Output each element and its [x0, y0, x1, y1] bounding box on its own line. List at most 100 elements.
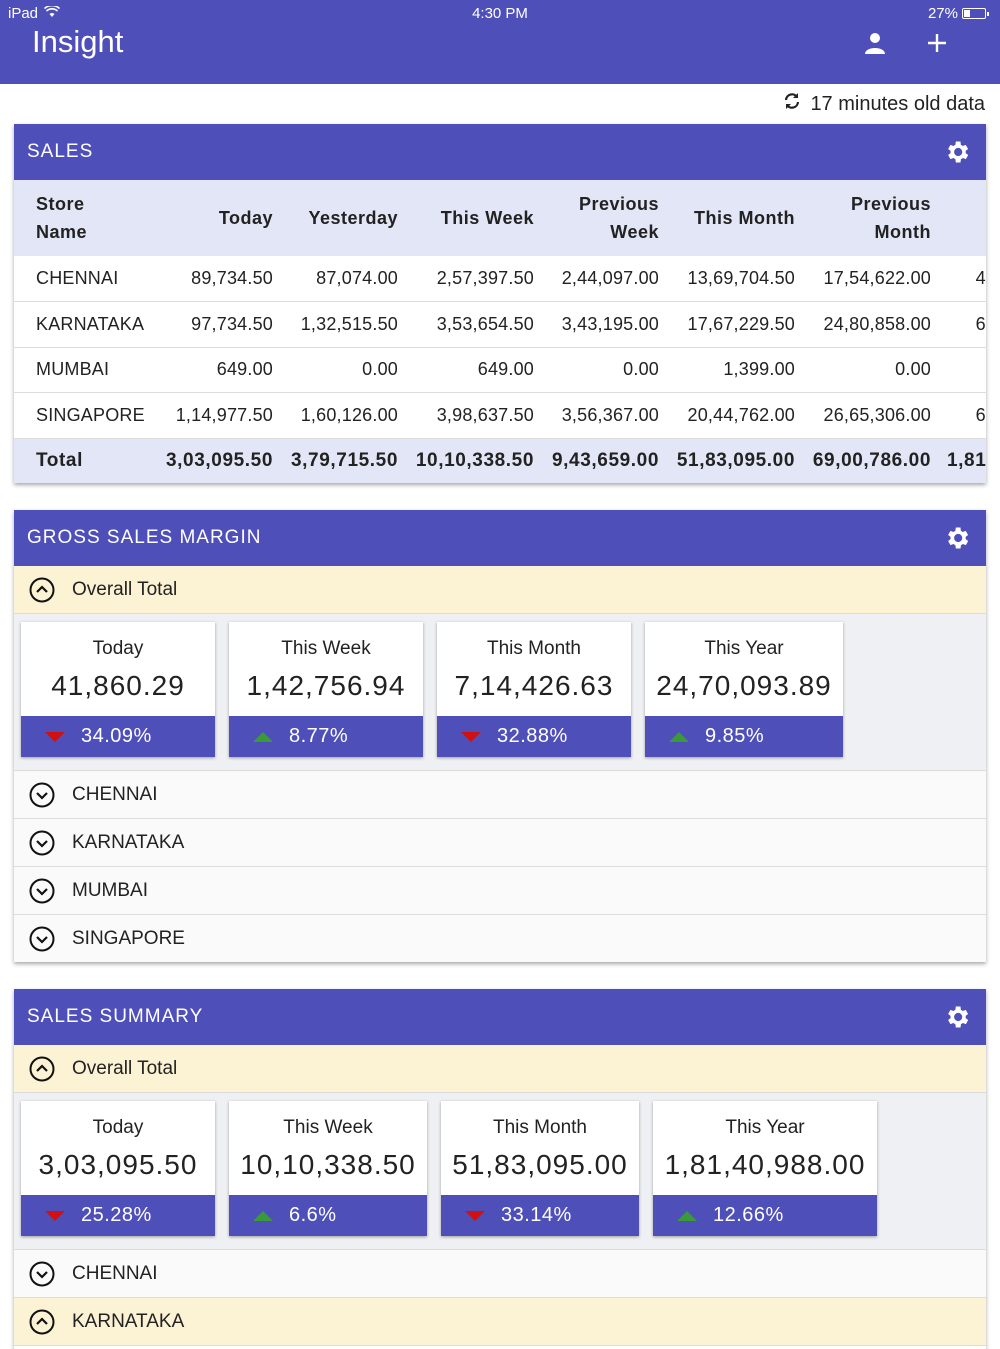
column-header-line: Name [36, 222, 88, 242]
column-header-line: Today [218, 208, 273, 228]
total-value: 9,43,659.00 [542, 438, 667, 483]
value-cell: 1,60,126.00 [281, 392, 406, 439]
sales-card: SALES Store Name Today Yesterday This Week Pr… [14, 124, 986, 483]
refresh-icon[interactable] [782, 91, 802, 117]
card-title: SALES SUMMARY [27, 1006, 204, 1027]
status-bar-right: 27% [928, 5, 989, 22]
tile-label: This Year [704, 638, 784, 659]
overall-total-row[interactable]: Overall Total [14, 566, 986, 614]
table-row[interactable]: KARNATAKA 97,734.50 1,32,515.50 3,53,654.50… [14, 301, 986, 348]
value-cell: 17,67,229.50 [667, 301, 803, 348]
tile-change: 33.14% [441, 1195, 639, 1236]
tile-change: 9.85% [645, 716, 843, 757]
total-row: Total 3,03,095.50 3,79,715.50 10,10,338.50 9… [14, 438, 986, 483]
group-row-karnataka[interactable]: KARNATAKA [14, 819, 986, 867]
gear-icon[interactable] [942, 523, 972, 553]
chevron-down-icon[interactable] [28, 781, 56, 809]
gross-margin-card-header: GROSS SALES MARGIN [14, 510, 986, 566]
table-row[interactable]: CHENNAI 89,734.50 87,074.00 2,57,397.50 2,44… [14, 256, 986, 302]
total-value: 3,03,095.50 [156, 438, 281, 483]
trend-up-icon [669, 731, 689, 742]
chevron-down-icon[interactable] [28, 1260, 56, 1288]
column-header[interactable]: Yesterday [281, 180, 406, 256]
trend-down-icon [45, 1210, 65, 1221]
kpi-tiles: Today 3,03,095.50 25.28% This Week 10,10,338… [14, 1093, 986, 1250]
column-header[interactable]: This Week [406, 180, 542, 256]
store-name-cell: MUMBAI [14, 347, 156, 393]
sales-summary-card: SALES SUMMARY Overall Total Today 3,03,09… [14, 989, 986, 1349]
trend-down-icon [45, 731, 65, 742]
tile-value: 24,70,093.89 [656, 670, 832, 701]
tile-value: 1,42,756.94 [246, 670, 406, 701]
value-cell: 97,734.50 [156, 301, 281, 348]
column-header[interactable]: Store Name [14, 180, 156, 256]
column-header[interactable]: · [939, 180, 986, 256]
tile-label: This Week [281, 638, 371, 659]
store-name-cell: CHENNAI [14, 256, 156, 302]
group-label: KARNATAKA [72, 1310, 185, 1332]
plus-icon[interactable] [922, 28, 952, 58]
total-value: 10,10,338.50 [406, 438, 542, 483]
chevron-up-icon[interactable] [28, 1308, 56, 1336]
trend-up-icon [253, 1210, 273, 1221]
value-cell: 3,98,637.50 [406, 392, 542, 439]
kpi-tile[interactable]: This Month 51,83,095.00 33.14% [441, 1101, 639, 1236]
value-cell: 1,14,977.50 [156, 392, 281, 439]
group-row-karnataka[interactable]: KARNATAKA [14, 1298, 986, 1346]
kpi-tile[interactable]: This Week 1,42,756.94 8.77% [229, 622, 423, 757]
column-header-line: · [947, 204, 986, 232]
user-icon[interactable] [860, 28, 890, 58]
chevron-up-icon[interactable] [28, 1055, 56, 1083]
value-cell: 649.00 [406, 347, 542, 393]
chevron-down-icon[interactable] [28, 877, 56, 905]
kpi-tile[interactable]: This Year 1,81,40,988.00 12.66% [653, 1101, 877, 1236]
gear-icon[interactable] [942, 1002, 972, 1032]
value-cell: 3,53,654.50 [406, 301, 542, 348]
kpi-tile[interactable]: Today 41,860.29 34.09% [21, 622, 215, 757]
tile-label: This Week [283, 1117, 373, 1138]
column-header[interactable]: This Month [667, 180, 803, 256]
group-row-chennai[interactable]: CHENNAI [14, 771, 986, 819]
card-title: GROSS SALES MARGIN [27, 527, 262, 548]
kpi-tile[interactable]: This Month 7,14,426.63 32.88% [437, 622, 631, 757]
gear-icon[interactable] [942, 137, 972, 167]
tile-label: Today [92, 638, 144, 659]
chevron-down-icon[interactable] [28, 829, 56, 857]
value-cell: 0.00 [281, 347, 406, 393]
tile-value: 10,10,338.50 [240, 1149, 416, 1180]
column-header[interactable]: Previous Month [803, 180, 939, 256]
change-percent: 8.77% [289, 725, 349, 747]
group-row-mumbai[interactable]: MUMBAI [14, 867, 986, 915]
change-percent: 33.14% [501, 1204, 572, 1226]
data-freshness[interactable]: 17 minutes old data [782, 90, 985, 118]
column-header-line: This Month [694, 208, 795, 228]
tile-value: 51,83,095.00 [452, 1149, 628, 1180]
group-row-chennai[interactable]: CHENNAI [14, 1250, 986, 1298]
kpi-tile[interactable]: Today 3,03,095.50 25.28% [21, 1101, 215, 1236]
column-header[interactable]: Previous Week [542, 180, 667, 256]
group-label: CHENNAI [72, 783, 158, 805]
chevron-down-icon[interactable] [28, 925, 56, 953]
chevron-up-icon[interactable] [28, 576, 56, 604]
overall-total-label: Overall Total [72, 1057, 178, 1079]
group-row-singapore[interactable]: SINGAPORE [14, 915, 986, 962]
total-value: 69,00,786.00 [803, 438, 939, 483]
overall-total-row[interactable]: Overall Total [14, 1045, 986, 1093]
total-value: 1,81,4 [939, 438, 986, 483]
value-cell: 87,074.00 [281, 256, 406, 302]
sales-card-header: SALES [14, 124, 986, 180]
value-cell: 17,54,622.00 [803, 256, 939, 302]
group-label: SINGAPORE [72, 927, 185, 949]
table-row[interactable]: SINGAPORE 1,14,977.50 1,60,126.00 3,98,637.… [14, 392, 986, 439]
freshness-text: 17 minutes old data [810, 92, 985, 115]
tile-value: 41,860.29 [51, 670, 185, 701]
column-header[interactable]: Today [156, 180, 281, 256]
tile-change: 6.6% [229, 1195, 427, 1236]
value-cell: 13,69,704.50 [667, 256, 803, 302]
kpi-tile[interactable]: This Week 10,10,338.50 6.6% [229, 1101, 427, 1236]
table-header-row: Store Name Today Yesterday This Week Previous… [14, 180, 986, 256]
kpi-tile[interactable]: This Year 24,70,093.89 9.85% [645, 622, 843, 757]
table-row[interactable]: MUMBAI 649.00 0.00 649.00 0.00 1,399.00 0.00 [14, 347, 986, 393]
device-label: iPad [8, 5, 39, 22]
value-cell: 26,65,306.00 [803, 392, 939, 439]
